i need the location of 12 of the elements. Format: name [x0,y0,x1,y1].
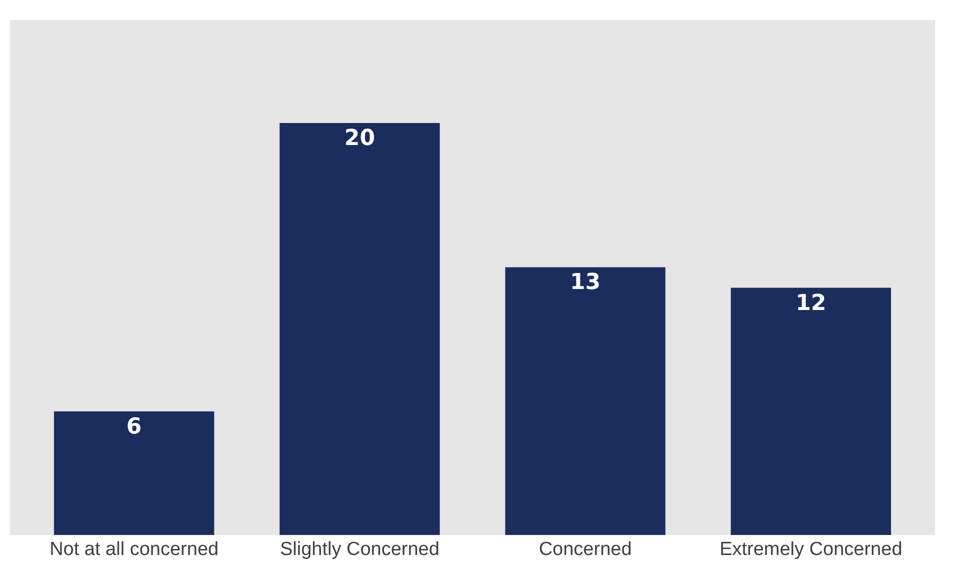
bar [730,288,892,535]
data-label: 13 [570,270,601,296]
x-tick-label: Extremely Concerned [720,539,902,560]
x-tick-label: Slightly Concerned [280,539,440,560]
data-label: 12 [796,290,826,316]
bar [54,411,214,535]
data-label: 20 [344,126,376,151]
bar [280,123,440,535]
bar [505,267,666,535]
x-tick-label: Not at all concerned [50,539,219,560]
x-tick-label: Concerned [538,539,632,560]
data-label: 6 [126,414,142,440]
